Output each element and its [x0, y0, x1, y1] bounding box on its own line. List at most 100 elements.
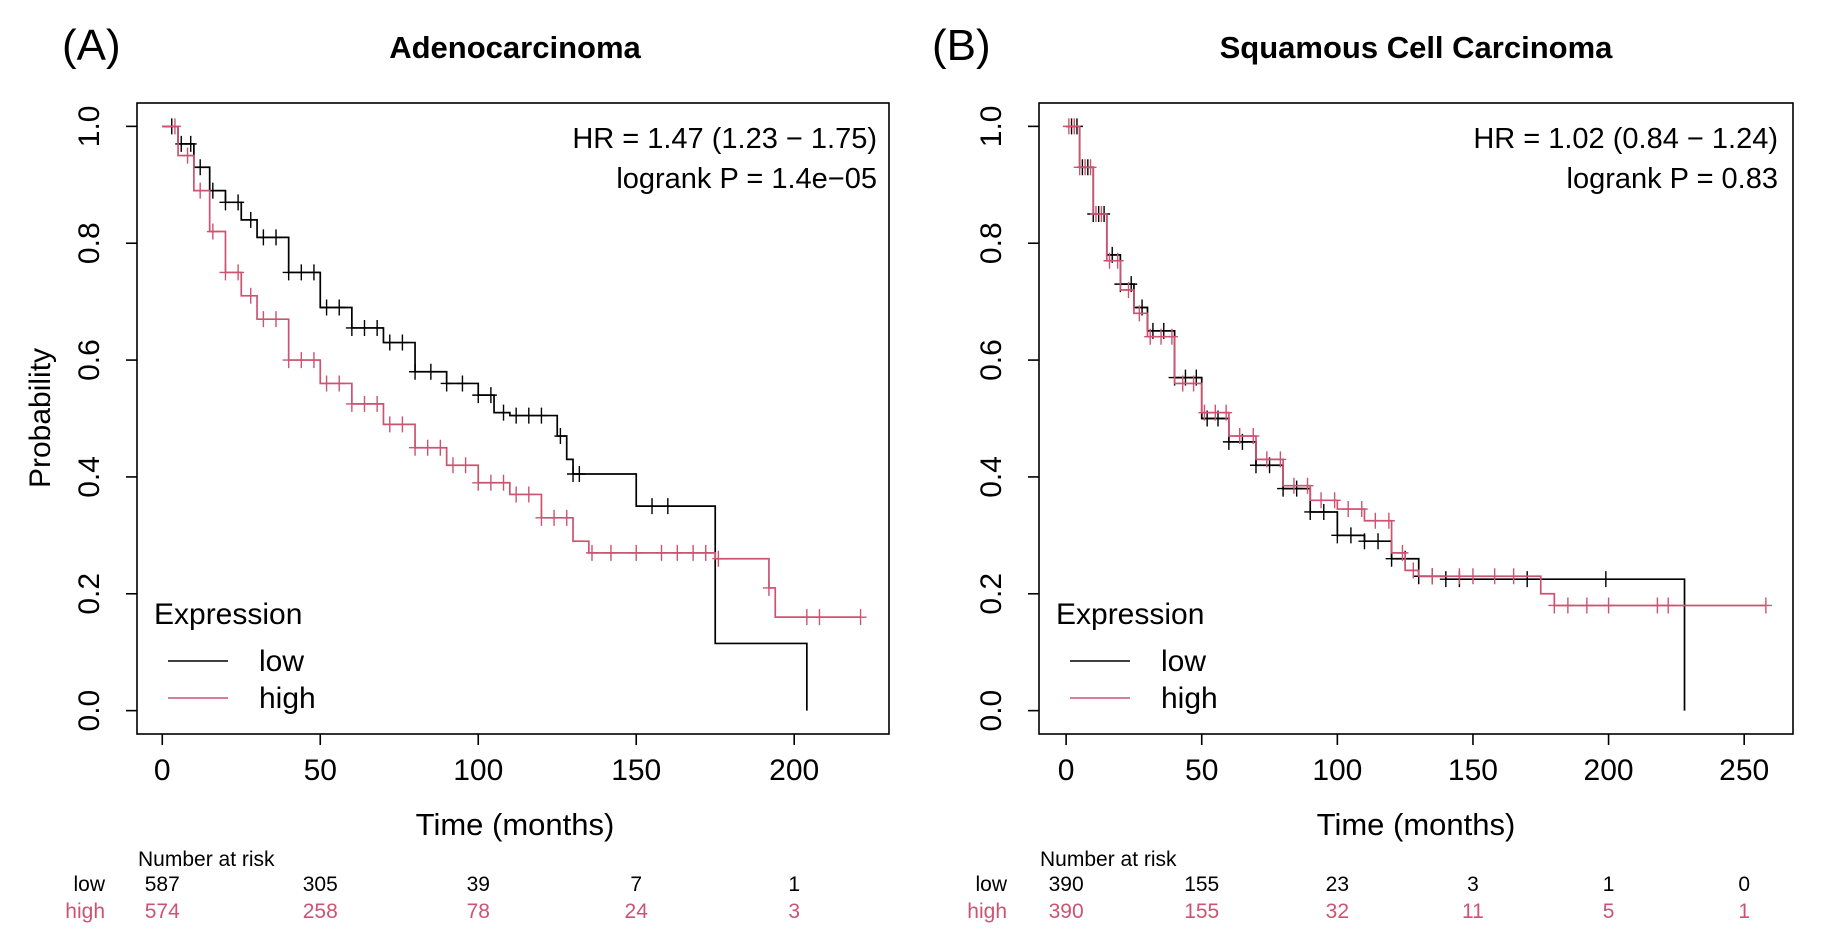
risk-count-low: 0 — [1738, 873, 1750, 896]
censor-mark-low — [257, 229, 270, 246]
censor-mark-high — [484, 474, 497, 491]
censor-mark-high — [712, 550, 725, 567]
risk-count-low: 155 — [1184, 873, 1219, 896]
censor-mark-low — [1439, 571, 1452, 588]
censor-mark-low — [646, 498, 659, 515]
plot-frame — [1038, 102, 1794, 735]
censor-mark-high — [1315, 492, 1328, 509]
legend-high-label: high — [259, 682, 316, 715]
censor-mark-low — [219, 194, 232, 211]
censor-mark-high — [282, 352, 295, 369]
censor-mark-high — [560, 509, 573, 526]
censor-mark-low — [320, 299, 333, 316]
censor-mark-high — [345, 395, 358, 412]
legend: Expression low high — [154, 598, 316, 715]
censor-mark-high — [1407, 562, 1420, 579]
risk-count-high: 258 — [303, 900, 338, 923]
censor-mark-low — [1344, 527, 1357, 544]
censor-mark-high — [409, 439, 422, 456]
censor-mark-high — [270, 311, 283, 328]
censor-mark-high — [168, 118, 181, 135]
censor-mark-high — [1122, 281, 1135, 298]
chart-title: Adenocarcinoma — [389, 30, 641, 65]
censor-mark-low — [409, 363, 422, 380]
risk-count-low: 1 — [1603, 873, 1615, 896]
censor-mark-low — [307, 264, 320, 281]
censor-mark-low — [244, 211, 257, 228]
risk-count-low: 1 — [788, 873, 800, 896]
censor-mark-high — [687, 544, 700, 561]
censor-mark-high — [1084, 159, 1097, 176]
legend-title: Expression — [1056, 598, 1204, 631]
x-tick-label: 250 — [1719, 754, 1769, 787]
censor-mark-high — [671, 544, 684, 561]
plot-frame — [136, 102, 890, 735]
censor-mark-low — [472, 387, 485, 404]
risk-count-high: 24 — [625, 900, 649, 923]
censor-mark-low — [573, 466, 586, 483]
censor-mark-low — [440, 375, 453, 392]
y-tick-label: 0.2 — [73, 573, 106, 615]
x-axis-label: Time (months) — [1317, 807, 1516, 842]
censor-mark-high — [1165, 328, 1178, 345]
chart-title: Squamous Cell Carcinoma — [1220, 30, 1614, 65]
censor-mark-high — [333, 375, 346, 392]
risk-table-header: Number at risk — [1040, 848, 1177, 871]
censor-mark-high — [813, 609, 826, 626]
censor-mark-low — [484, 387, 497, 404]
risk-count-low: 587 — [145, 873, 180, 896]
censor-mark-low — [282, 264, 295, 281]
censor-mark-low — [396, 334, 409, 351]
panel-letter: (A) — [62, 21, 121, 70]
y-tick-label: 0.6 — [975, 339, 1008, 381]
censor-mark-high — [1507, 568, 1520, 585]
legend-low-label: low — [1161, 645, 1206, 678]
survival-curve-low — [162, 125, 808, 711]
survival-curve-high — [162, 125, 861, 618]
x-tick-label: 150 — [611, 754, 661, 787]
y-tick-label: 0.0 — [73, 690, 106, 732]
x-tick-label: 150 — [1448, 754, 1498, 787]
censor-mark-high — [383, 416, 396, 433]
censor-mark-low — [1290, 480, 1303, 497]
censor-mark-high — [1144, 328, 1157, 345]
y-tick-label: 0.8 — [975, 222, 1008, 264]
censor-mark-high — [535, 509, 548, 526]
censor-mark-low — [424, 363, 437, 380]
censor-mark-high — [1466, 568, 1479, 585]
risk-count-high: 390 — [1049, 900, 1084, 923]
censor-mark-low — [358, 319, 371, 336]
y-tick-label: 0.2 — [975, 573, 1008, 615]
risk-table-header: Number at risk — [138, 848, 275, 871]
censor-mark-low — [497, 404, 510, 421]
y-tick-label: 0.4 — [975, 456, 1008, 498]
risk-count-low: 390 — [1049, 873, 1084, 896]
censor-mark-high — [1488, 568, 1501, 585]
censor-mark-high — [206, 223, 219, 240]
y-tick-label: 0.6 — [73, 339, 106, 381]
censor-mark-high — [699, 544, 712, 561]
censor-mark-high — [472, 474, 485, 491]
logrank-annotation: logrank P = 1.4e−05 — [616, 163, 877, 195]
censor-mark-high — [548, 509, 561, 526]
x-axis-label: Time (months) — [416, 807, 615, 842]
censor-mark-high — [1548, 597, 1561, 614]
censor-mark-high — [358, 395, 371, 412]
censor-mark-high — [1342, 501, 1355, 518]
risk-row-label-high: high — [65, 900, 105, 923]
censor-mark-high — [1426, 568, 1439, 585]
censor-mark-high — [1651, 597, 1664, 614]
hr-annotation: HR = 1.02 (0.84 − 1.24) — [1473, 123, 1778, 155]
risk-count-low: 305 — [303, 873, 338, 896]
censor-mark-high — [1453, 568, 1466, 585]
censor-mark-high — [257, 311, 270, 328]
censor-mark-low — [661, 498, 674, 515]
censor-mark-low — [383, 334, 396, 351]
censor-mark-high — [396, 416, 409, 433]
censor-mark-low — [1304, 503, 1317, 520]
censor-mark-high — [497, 474, 510, 491]
censor-mark-high — [1155, 328, 1168, 345]
legend-title: Expression — [154, 598, 302, 631]
censor-mark-high — [1396, 544, 1409, 561]
